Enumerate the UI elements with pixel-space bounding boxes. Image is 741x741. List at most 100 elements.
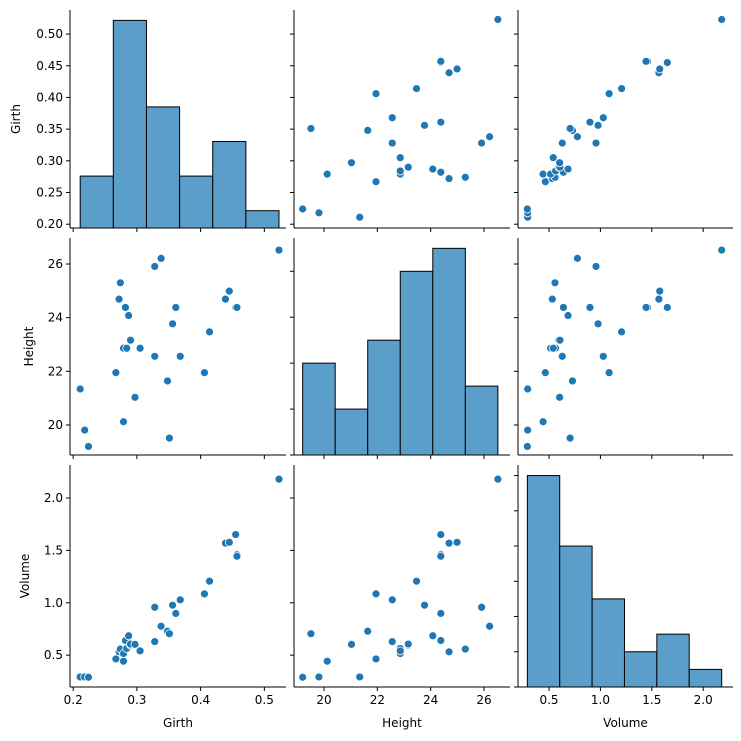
scatter-point (306, 629, 316, 639)
histogram-bar (399, 270, 434, 456)
panel-height-vs-girth: 20 22 24 26 (48, 238, 286, 459)
scatter-point (150, 602, 160, 612)
scatter-point (205, 576, 214, 586)
scatter-point (371, 177, 381, 187)
scatter-point (523, 384, 533, 394)
panel-volume-vs-girth: 0.2 0.3 0.4 0.5 0.5 1.0 1.5 2.0 (44, 465, 286, 707)
panel-height-vs-volume (514, 238, 733, 459)
scatter-point (522, 442, 532, 451)
scatter-point (585, 117, 595, 127)
scatter-point (84, 672, 93, 682)
scatter-point (593, 319, 603, 329)
panel-volume-vs-volume: 0.5 1.0 1.5 2.0 (514, 465, 733, 707)
scatter-point (444, 538, 454, 548)
scatter-point (403, 639, 413, 649)
x-axis-label-volume: Volume (603, 716, 648, 730)
scatter-point (75, 384, 85, 394)
x-tick-label: 1.0 (591, 693, 610, 707)
scatter-point (232, 551, 242, 561)
scatter-point (522, 204, 532, 214)
scatter-point (221, 294, 230, 304)
scatter-point (655, 286, 665, 296)
scatter-point (555, 392, 565, 402)
scatter-point (171, 303, 181, 312)
scatter-point (121, 303, 130, 312)
scatter-point (568, 376, 577, 386)
scatter-point (523, 425, 533, 435)
scatter-point (573, 132, 582, 142)
scatter-point (436, 551, 446, 561)
scatter-point (387, 595, 397, 605)
scatter-point (347, 158, 356, 168)
histogram-bar (79, 175, 114, 229)
scatter-point (493, 15, 503, 24)
scatter-point (617, 84, 626, 93)
scatter-point (115, 278, 125, 288)
scatter-point (585, 303, 595, 312)
histogram-bar (432, 247, 466, 456)
scatter-point (119, 417, 128, 427)
scatter-point (274, 474, 284, 484)
scatter-point (84, 442, 93, 451)
scatter-point (452, 64, 462, 74)
scatter-point (563, 311, 573, 320)
scatter-point (114, 294, 124, 304)
scatter-point (232, 303, 242, 312)
scatter-point (371, 589, 381, 599)
scatter-point (460, 172, 470, 182)
scatter-point (371, 89, 381, 99)
scatter-point (156, 253, 166, 263)
scatter-point (555, 335, 565, 345)
scatter-point (436, 167, 446, 177)
histogram-bar (367, 339, 401, 456)
scatter-point (591, 138, 601, 148)
y-tick-label: 0.30 (36, 154, 63, 168)
scatter-point (436, 609, 446, 618)
scatter-point (200, 368, 209, 378)
scatter-point (150, 262, 160, 271)
scatter-point (298, 204, 308, 214)
scatter-point (150, 351, 160, 361)
scatter-point (387, 113, 397, 123)
scatter-point (717, 15, 727, 24)
scatter-point (540, 368, 550, 378)
scatter-point (555, 158, 565, 168)
x-axis-label-height: Height (382, 716, 422, 730)
scatter-point (548, 153, 558, 163)
scatter-point (547, 294, 557, 304)
y-tick-label: 0.20 (36, 217, 63, 231)
scatter-point (395, 153, 405, 163)
scatter-point (130, 639, 140, 649)
scatter-point (168, 319, 177, 329)
scatter-point (135, 646, 145, 656)
scatter-point (175, 595, 185, 605)
scatter-point (428, 631, 438, 641)
scatter-point (662, 58, 672, 67)
histogram-bar (145, 106, 181, 229)
scatter-point (563, 164, 573, 174)
y-axis-label-height: Height (22, 326, 36, 366)
scatter-point (565, 124, 575, 133)
scatter-point (420, 600, 429, 610)
y-axis-label-volume: Volume (18, 554, 32, 599)
y-tick-label: 0.45 (36, 59, 63, 73)
scatter-point (538, 417, 548, 427)
x-tick-label: 0.5 (255, 693, 274, 707)
scatter-point (655, 64, 665, 74)
scatter-point (171, 609, 181, 618)
scatter-point (119, 656, 128, 666)
scatter-point (550, 278, 560, 288)
scatter-point (598, 113, 608, 123)
scatter-point (314, 672, 324, 682)
y-axis-label-girth: Girth (9, 104, 23, 134)
scatter-point (420, 120, 429, 130)
scatter-point (168, 600, 177, 610)
scatter-point (412, 576, 421, 586)
scatter-point (355, 672, 365, 682)
histogram-bar (212, 140, 247, 229)
scatter-point (314, 208, 324, 218)
histogram-bar (591, 598, 625, 688)
scatter-point (224, 286, 234, 296)
x-tick-label: 0.4 (191, 693, 210, 707)
scatter-point (122, 343, 132, 353)
